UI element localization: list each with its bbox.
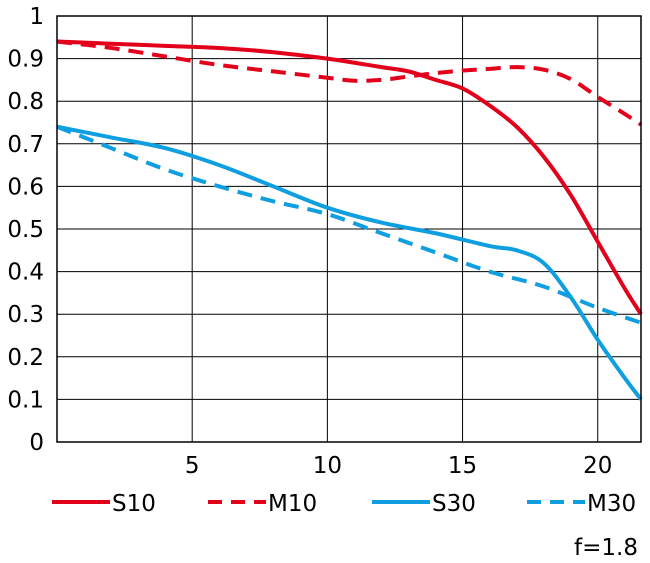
x-tick-label: 20 [583, 453, 612, 479]
y-tick-label: 0.5 [7, 217, 44, 243]
legend-label-m10: M10 [268, 491, 317, 517]
series-line-m10 [56, 39, 643, 127]
y-tick-label: 0.3 [7, 302, 44, 328]
plot-frame [56, 15, 642, 443]
axis-tick-labels: 00.10.20.30.40.50.60.70.80.915 10 15 20 [7, 4, 612, 479]
y-tick-label: 0.2 [7, 345, 44, 371]
legend-label-m30: M30 [587, 491, 636, 517]
series-line-s10 [56, 39, 643, 316]
legend-label-s10: S10 [112, 491, 156, 517]
legend: S10 M10 S30 M30 [52, 491, 636, 517]
y-tick-label: 0.7 [7, 132, 44, 158]
legend-label-s30: S30 [432, 491, 476, 517]
series-line-m30 [56, 124, 642, 325]
y-tick-label: 0.1 [7, 387, 44, 413]
aperture-annotation: f=1.8 [574, 535, 638, 561]
series-line-s30 [56, 124, 643, 401]
x-tick-label: 10 [313, 453, 342, 479]
y-tick-label: 0.9 [7, 47, 44, 73]
y-tick-label: 0.6 [7, 174, 44, 200]
x-tick-label: 5 [185, 453, 200, 479]
x-tick-label: 15 [448, 453, 477, 479]
y-tick-label: 1 [29, 4, 44, 30]
y-tick-label: 0.4 [7, 260, 44, 286]
y-tick-label: 0.8 [7, 89, 44, 115]
y-tick-label: 0 [29, 430, 44, 456]
series-lines [56, 39, 643, 401]
